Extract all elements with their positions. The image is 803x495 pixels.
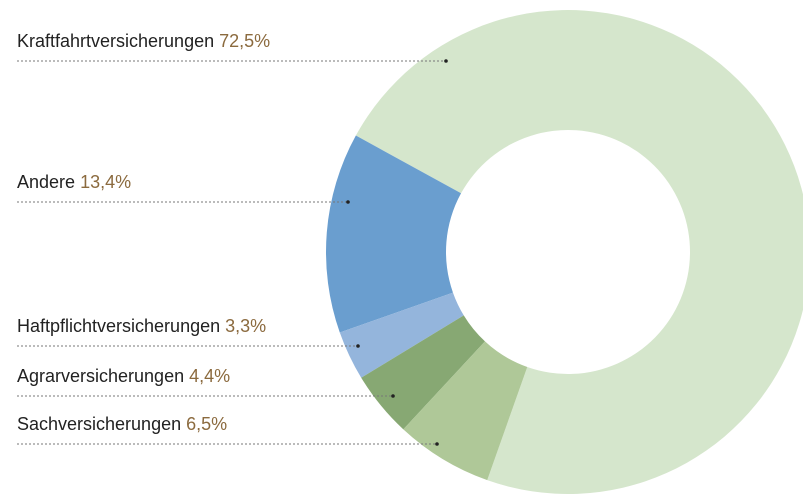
label-text: Sachversicherungen 6,5%	[17, 414, 227, 434]
slice-label: Andere 13,4%	[17, 172, 350, 204]
leader-dot	[356, 344, 360, 348]
donut-slice	[355, 10, 803, 494]
leader-dot	[346, 200, 350, 204]
category-name: Andere	[17, 172, 75, 192]
value-label: 6,5%	[186, 414, 227, 434]
slice-label: Sachversicherungen 6,5%	[17, 414, 439, 446]
donut-slice	[326, 135, 462, 333]
value-label: 72,5%	[219, 31, 270, 51]
donut-slice	[339, 292, 464, 378]
category-name: Agrarversicherungen	[17, 366, 184, 386]
slice-label: Kraftfahrtversicherungen 72,5%	[17, 31, 448, 63]
label-text: Kraftfahrtversicherungen 72,5%	[17, 31, 270, 51]
label-text: Haftpflichtversicherungen 3,3%	[17, 316, 266, 336]
donut-slice	[361, 315, 485, 430]
label-text: Andere 13,4%	[17, 172, 131, 192]
leader-dot	[435, 442, 439, 446]
slice-label: Haftpflichtversicherungen 3,3%	[17, 316, 360, 348]
leader-dot	[444, 59, 448, 63]
value-label: 13,4%	[80, 172, 131, 192]
slice-label: Agrarversicherungen 4,4%	[17, 366, 395, 398]
donut-slice	[403, 341, 528, 481]
value-label: 3,3%	[225, 316, 266, 336]
leader-dot	[391, 394, 395, 398]
category-name: Kraftfahrtversicherungen	[17, 31, 214, 51]
category-name: Haftpflichtversicherungen	[17, 316, 220, 336]
value-label: 4,4%	[189, 366, 230, 386]
category-name: Sachversicherungen	[17, 414, 181, 434]
label-text: Agrarversicherungen 4,4%	[17, 366, 230, 386]
